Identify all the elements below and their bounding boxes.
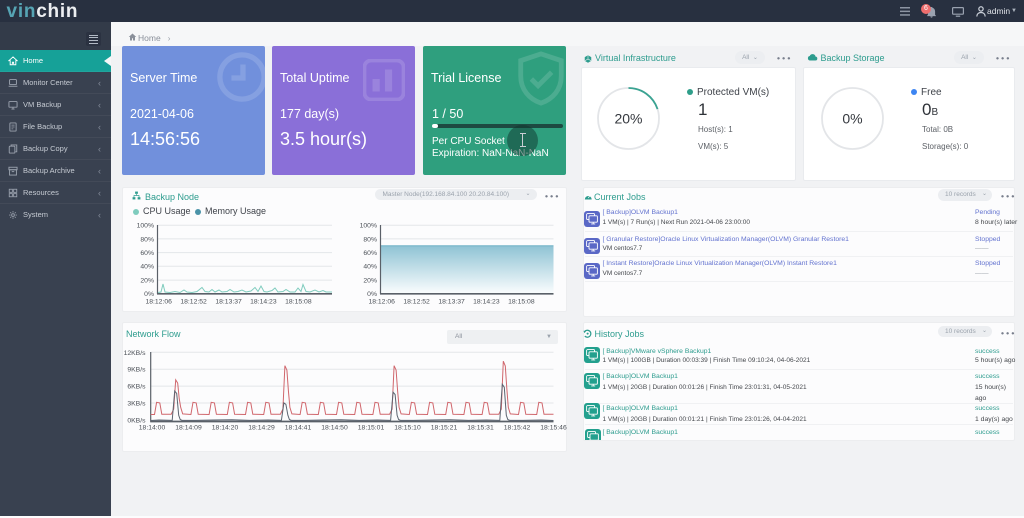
svg-text:0%: 0% bbox=[144, 291, 154, 298]
svg-text:3KB/s: 3KB/s bbox=[127, 401, 146, 408]
svg-text:18:14:23: 18:14:23 bbox=[250, 299, 277, 306]
svg-text:20%: 20% bbox=[140, 277, 154, 284]
svg-text:18:13:37: 18:13:37 bbox=[215, 299, 242, 306]
svg-text:18:15:31: 18:15:31 bbox=[467, 425, 494, 432]
svg-text:18:12:06: 18:12:06 bbox=[145, 299, 172, 306]
svg-text:18:15:10: 18:15:10 bbox=[394, 425, 421, 432]
svg-text:80%: 80% bbox=[363, 236, 377, 243]
svg-text:40%: 40% bbox=[363, 264, 377, 271]
svg-text:6KB/s: 6KB/s bbox=[127, 384, 146, 391]
svg-text:18:14:41: 18:14:41 bbox=[285, 425, 312, 432]
svg-text:0KB/s: 0KB/s bbox=[127, 418, 146, 425]
svg-text:40%: 40% bbox=[140, 264, 154, 271]
svg-text:18:14:29: 18:14:29 bbox=[248, 425, 275, 432]
svg-text:20%: 20% bbox=[363, 277, 377, 284]
svg-text:18:14:50: 18:14:50 bbox=[321, 425, 348, 432]
svg-text:100%: 100% bbox=[360, 223, 377, 230]
svg-text:80%: 80% bbox=[140, 236, 154, 243]
svg-text:18:14:23: 18:14:23 bbox=[473, 299, 500, 306]
svg-text:18:13:37: 18:13:37 bbox=[438, 299, 465, 306]
svg-text:18:12:52: 18:12:52 bbox=[180, 299, 207, 306]
svg-text:18:15:21: 18:15:21 bbox=[431, 425, 458, 432]
svg-text:18:15:01: 18:15:01 bbox=[358, 425, 385, 432]
svg-text:9KB/s: 9KB/s bbox=[127, 367, 146, 374]
svg-text:18:12:52: 18:12:52 bbox=[403, 299, 430, 306]
svg-text:100%: 100% bbox=[137, 223, 154, 230]
svg-text:18:15:46: 18:15:46 bbox=[540, 425, 567, 432]
svg-text:18:14:09: 18:14:09 bbox=[175, 425, 202, 432]
svg-text:18:15:42: 18:15:42 bbox=[504, 425, 531, 432]
svg-text:0%: 0% bbox=[842, 111, 862, 127]
svg-text:18:15:08: 18:15:08 bbox=[508, 299, 535, 306]
svg-text:18:15:08: 18:15:08 bbox=[285, 299, 312, 306]
svg-text:60%: 60% bbox=[363, 250, 377, 257]
svg-text:12KB/s: 12KB/s bbox=[124, 350, 147, 357]
svg-text:60%: 60% bbox=[140, 250, 154, 257]
svg-text:18:14:20: 18:14:20 bbox=[212, 425, 239, 432]
svg-text:0%: 0% bbox=[367, 291, 377, 298]
svg-text:20%: 20% bbox=[614, 111, 642, 127]
svg-text:18:14:00: 18:14:00 bbox=[139, 425, 166, 432]
svg-text:18:12:06: 18:12:06 bbox=[368, 299, 395, 306]
